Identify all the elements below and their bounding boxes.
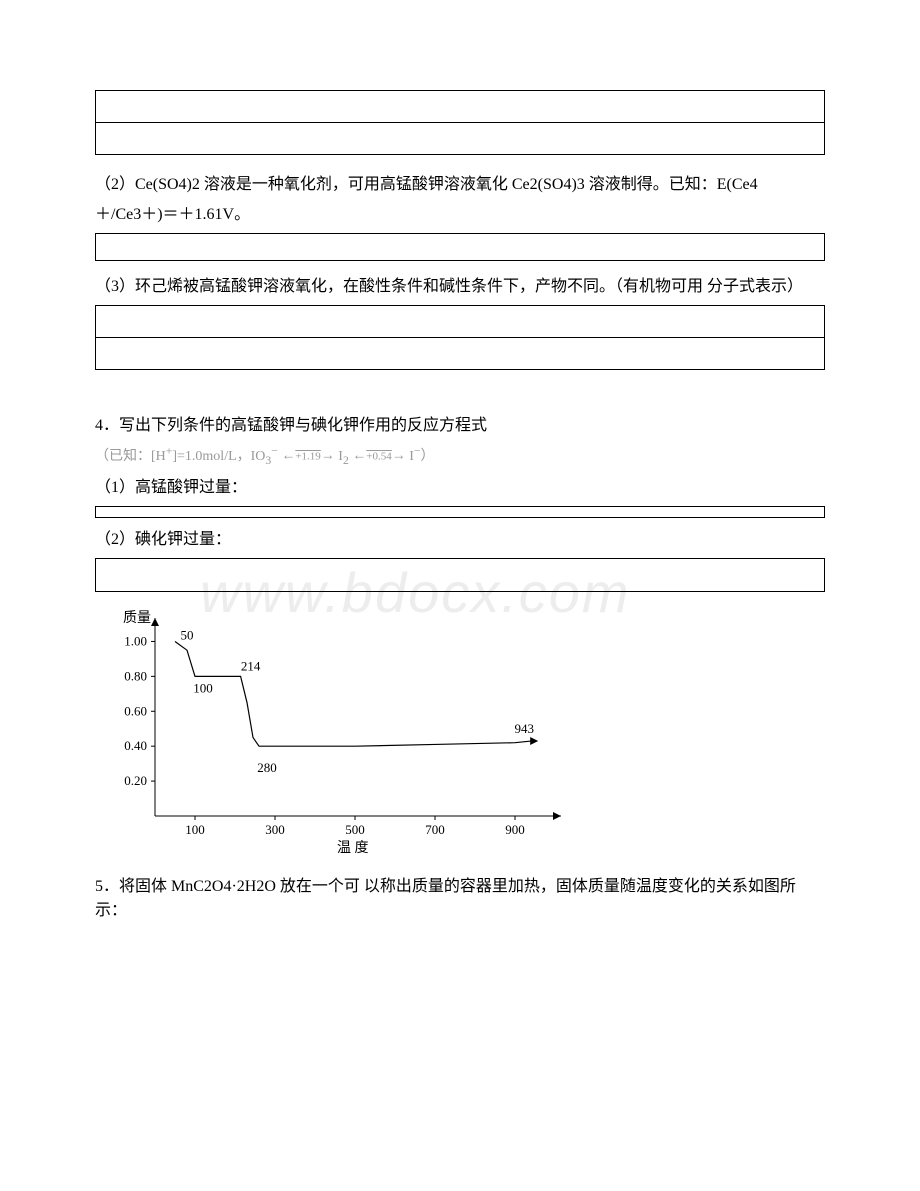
q4-intro: 4．写出下列条件的高锰酸钾与碘化钾作用的反应方程式 xyxy=(95,414,825,438)
chart-svg: 0.20 0.40 0.60 0.80 1.00 100 300 500 700 900 质量温 度… xyxy=(95,606,575,856)
svg-text:280: 280 xyxy=(257,761,277,776)
svg-text:50: 50 xyxy=(181,628,194,643)
svg-text:100: 100 xyxy=(193,681,213,696)
svg-text:900: 900 xyxy=(505,822,525,837)
q2-text-b: ＋/Ce3＋)＝＋1.61V。 xyxy=(95,203,825,227)
answer-box-q4-2 xyxy=(95,558,825,592)
answer-box-q4-1 xyxy=(95,506,825,518)
svg-text:0.40: 0.40 xyxy=(124,739,147,754)
answer-box-q3 xyxy=(95,305,825,370)
answer-box-q2 xyxy=(95,233,825,261)
mass-temp-chart: 0.20 0.40 0.60 0.80 1.00 100 300 500 700 900 质量温 度… xyxy=(95,606,825,861)
answer-box-q1 xyxy=(95,90,825,155)
eq-i2: I2 xyxy=(338,449,349,464)
svg-text:214: 214 xyxy=(241,659,261,674)
eq-arrow1b: → xyxy=(321,449,339,464)
q3-text: （3）环己烯被高锰酸钾溶液氧化，在酸性条件和碱性条件下，产物不同。（有机物可用 … xyxy=(95,275,825,299)
q2-text-a: （2）Ce(SO4)2 溶液是一种氧化剂，可用高锰酸钾溶液氧化 Ce2(SO4)… xyxy=(95,173,825,197)
svg-text:100: 100 xyxy=(185,822,205,837)
q4-sub1: （1）高锰酸钾过量： xyxy=(95,476,825,500)
q4-sub2: （2）碘化钾过量： xyxy=(95,528,825,552)
eq-arrow1: ← xyxy=(281,449,295,464)
svg-text:0.60: 0.60 xyxy=(124,704,147,719)
q5-text: 5．将固体 MnC2O4·2H2O 放在一个可 以称出质量的容器里加热，固体质量… xyxy=(95,875,825,923)
svg-text:500: 500 xyxy=(345,822,365,837)
page-content: （2）Ce(SO4)2 溶液是一种氧化剂，可用高锰酸钾溶液氧化 Ce2(SO4)… xyxy=(0,0,920,969)
svg-text:0.80: 0.80 xyxy=(124,669,147,684)
svg-text:300: 300 xyxy=(265,822,285,837)
svg-text:943: 943 xyxy=(514,721,534,736)
svg-text:0.20: 0.20 xyxy=(124,774,147,789)
eq-v2: +0.54 xyxy=(366,451,391,463)
eq-prefix: （已知：[H+]=1.0mol/L，IO3− xyxy=(95,449,278,464)
eq-arrow2: ← xyxy=(352,449,366,464)
eq-i: I−） xyxy=(409,449,434,464)
svg-text:温 度: 温 度 xyxy=(337,840,369,856)
q4-equation: （已知：[H+]=1.0mol/L，IO3− ←+1.19→ I2 ←+0.54… xyxy=(95,444,825,466)
svg-text:质量: 质量 xyxy=(123,610,151,626)
eq-v1: +1.19 xyxy=(295,451,320,463)
eq-arrow2b: → xyxy=(392,449,410,464)
svg-text:1.00: 1.00 xyxy=(124,634,147,649)
svg-text:700: 700 xyxy=(425,822,445,837)
